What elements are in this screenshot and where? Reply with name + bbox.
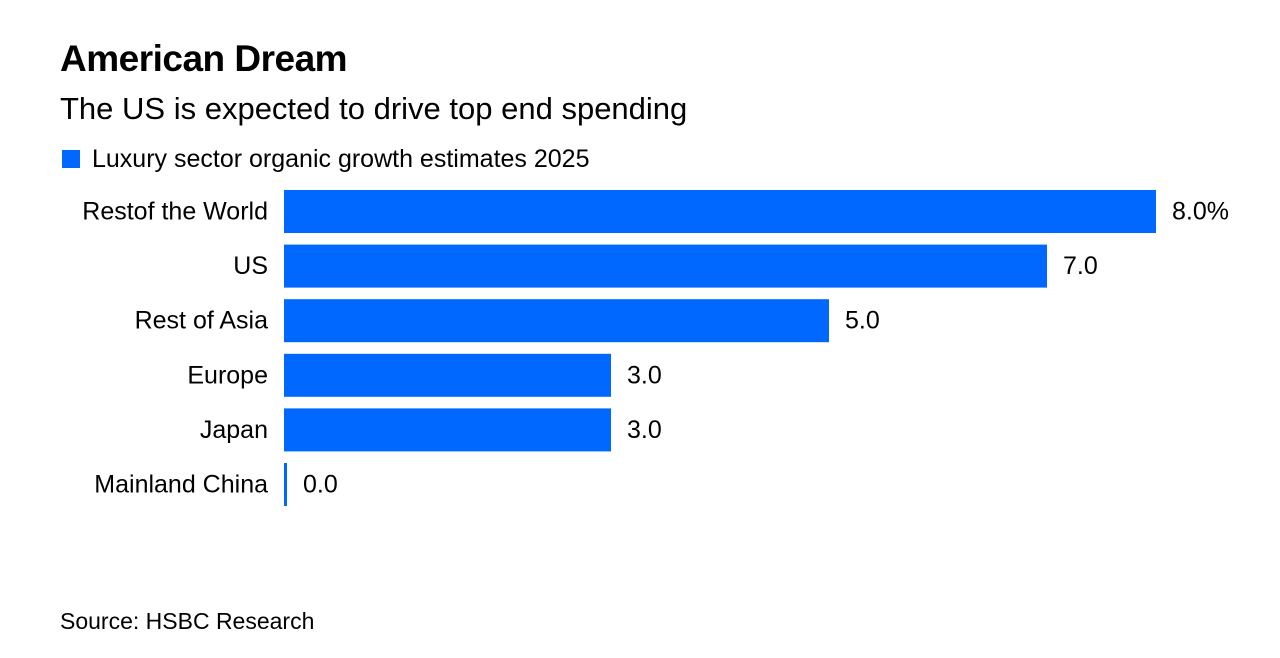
legend: Luxury sector organic growth estimates 2… xyxy=(62,144,589,174)
chart-title: American Dream xyxy=(60,38,348,79)
bar-2 xyxy=(284,299,829,343)
category-label-4: Japan xyxy=(200,416,268,444)
bar-3 xyxy=(284,353,611,397)
value-label-4: 3.0 xyxy=(627,416,662,444)
value-label-1: 7.0 xyxy=(1063,252,1098,280)
bar-5 xyxy=(284,463,287,506)
bar-1 xyxy=(284,244,1047,288)
bar-0 xyxy=(284,190,1156,233)
value-label-2: 5.0 xyxy=(845,307,880,335)
category-label-0: Restof the World xyxy=(82,198,268,226)
chart-subtitle: The US is expected to drive top end spen… xyxy=(60,91,688,126)
category-label-3: Europe xyxy=(187,361,268,389)
category-label-1: US xyxy=(233,252,268,280)
category-label-5: Mainland China xyxy=(94,471,268,499)
value-label-3: 3.0 xyxy=(627,361,662,389)
legend-label: Luxury sector organic growth estimates 2… xyxy=(92,144,590,173)
value-label-5: 0.0 xyxy=(303,471,338,499)
source-note: Source: HSBC Research xyxy=(60,608,315,634)
category-label-2: Rest of Asia xyxy=(135,307,268,335)
bar-4 xyxy=(284,408,611,452)
legend-swatch xyxy=(62,150,80,168)
value-label-0: 8.0% xyxy=(1172,198,1229,226)
